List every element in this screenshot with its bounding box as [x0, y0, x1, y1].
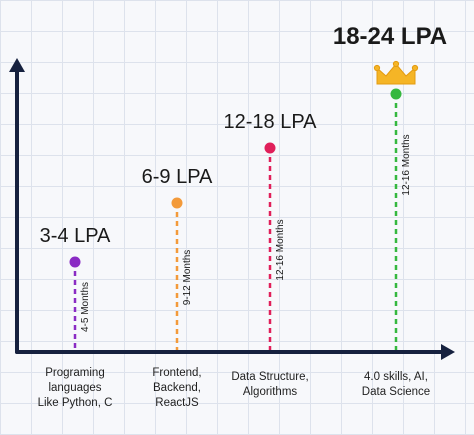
- duration-label: 4-5 Months: [80, 282, 91, 332]
- data-point: [171, 197, 183, 209]
- category-label: 4.0 skills, AI, Data Science: [361, 371, 431, 398]
- duration-label: 12-16 Months: [401, 134, 412, 195]
- duration-label: 9-12 Months: [182, 250, 193, 306]
- salary-label: 12-18 LPA: [223, 111, 317, 133]
- crown-tip: [373, 64, 381, 72]
- data-point: [390, 88, 402, 100]
- data-point: [264, 142, 276, 154]
- x-axis-arrow: [441, 344, 455, 360]
- category-label: Data Structure, Algorithms: [231, 371, 309, 398]
- category-label: Frontend, Backend, ReactJS: [152, 367, 202, 409]
- salary-label: 6-9 LPA: [142, 166, 213, 188]
- chart-marks: 3-4 LPA 4-5 Months 6-9 LPA 9-12 Months 12-18…: [40, 23, 447, 350]
- crown-tip: [392, 60, 400, 68]
- category-label: Programing languages Like Python, C: [37, 367, 113, 409]
- salary-label: 18-24 LPA: [333, 23, 447, 50]
- crown-icon: [373, 60, 419, 85]
- y-axis-arrow: [9, 58, 25, 72]
- duration-label: 12-16 Months: [275, 219, 286, 280]
- chart-axes: [9, 58, 455, 360]
- data-point: [69, 256, 81, 268]
- salary-label: 3-4 LPA: [40, 225, 111, 247]
- crown-tip: [411, 64, 419, 72]
